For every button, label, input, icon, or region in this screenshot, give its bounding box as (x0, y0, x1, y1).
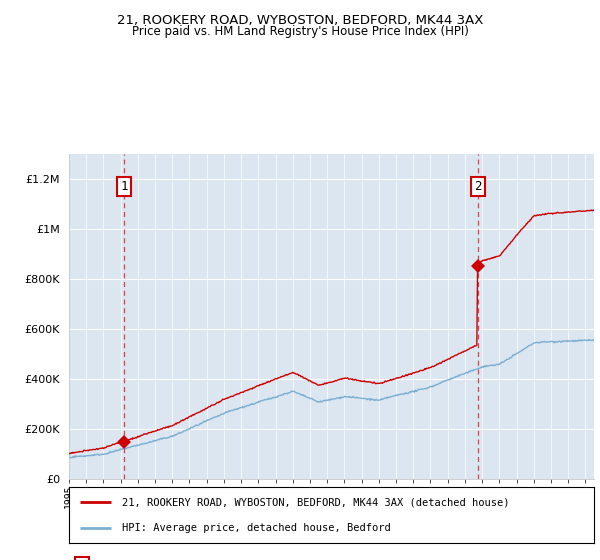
Text: 21, ROOKERY ROAD, WYBOSTON, BEDFORD, MK44 3AX (detached house): 21, ROOKERY ROAD, WYBOSTON, BEDFORD, MK4… (121, 497, 509, 507)
Text: 2: 2 (474, 180, 482, 193)
Text: 21, ROOKERY ROAD, WYBOSTON, BEDFORD, MK44 3AX: 21, ROOKERY ROAD, WYBOSTON, BEDFORD, MK4… (117, 14, 483, 27)
Text: Price paid vs. HM Land Registry's House Price Index (HPI): Price paid vs. HM Land Registry's House … (131, 25, 469, 38)
Text: 1: 1 (121, 180, 128, 193)
Text: HPI: Average price, detached house, Bedford: HPI: Average price, detached house, Bedf… (121, 523, 390, 533)
